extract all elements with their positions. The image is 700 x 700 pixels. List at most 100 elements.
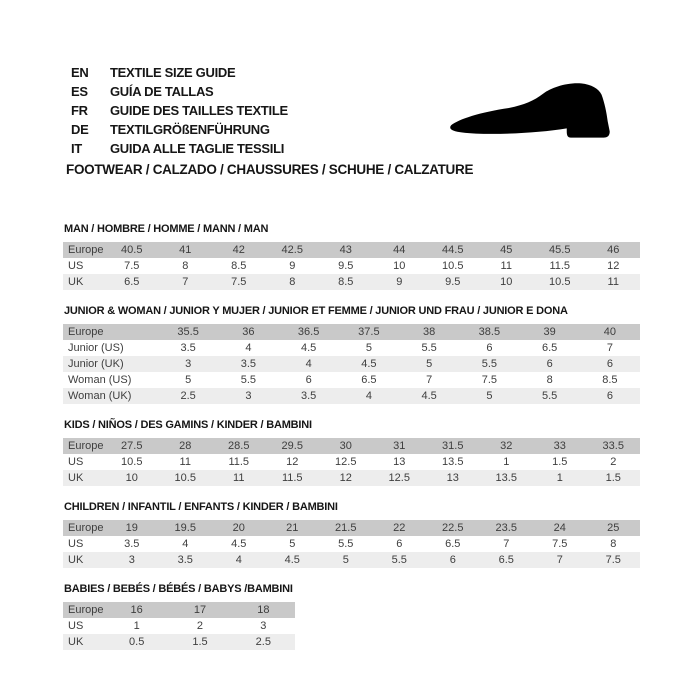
language-guide-row: ES GUÍA DE TALLAS <box>71 82 288 101</box>
size-value-cell: 39 <box>519 324 580 340</box>
size-value-cell: 11 <box>586 274 640 290</box>
size-table-babies: Europe 16 17 18 US 1 2 3 UK 0.5 1.5 2.5 <box>63 602 295 650</box>
size-value-cell: 6.5 <box>426 536 480 552</box>
row-label-cell: UK <box>63 470 105 486</box>
size-value-cell: 37.5 <box>338 324 399 340</box>
size-value-cell: 11.5 <box>533 258 587 274</box>
size-value-cell: 7 <box>479 536 533 552</box>
size-section-junior: JUNIOR & WOMAN / JUNIOR Y MUJER / JUNIOR… <box>63 305 645 404</box>
size-value-cell: 6 <box>426 552 480 568</box>
size-row-europe: Europe 40.5 41 42 42.5 43 44 44.5 45 45.5 46 <box>63 242 640 258</box>
size-value-cell: 11 <box>212 470 266 486</box>
size-value-cell: 3 <box>105 552 159 568</box>
size-row-uk: UK 3 3.5 4 4.5 5 5.5 6 6.5 7 7.5 <box>63 552 640 568</box>
row-label-cell: US <box>63 258 105 274</box>
size-value-cell: 13 <box>372 454 426 470</box>
size-row-woman-us: Woman (US) 5 5.5 6 6.5 7 7.5 8 8.5 <box>63 372 640 388</box>
language-code-label: FR <box>71 103 88 118</box>
size-row-woman-uk: Woman (UK) 2.5 3 3.5 4 4.5 5 5.5 6 <box>63 388 640 404</box>
language-guide-text: GUÍA DE TALLAS <box>110 84 214 99</box>
size-value-cell: 3.5 <box>158 552 212 568</box>
size-value-cell: 11 <box>479 258 533 274</box>
size-value-cell: 38 <box>399 324 460 340</box>
size-value-cell: 2 <box>586 454 640 470</box>
size-value-cell: 22.5 <box>426 520 480 536</box>
size-value-cell: 3.5 <box>158 340 219 356</box>
row-label-cell: Europe <box>63 324 158 340</box>
size-value-cell: 8 <box>265 274 319 290</box>
size-value-cell: 13 <box>426 470 480 486</box>
size-value-cell: 25 <box>586 520 640 536</box>
size-row-junior-uk: Junior (UK) 3 3.5 4 4.5 5 5.5 6 6 <box>63 356 640 372</box>
row-label-cell: UK <box>63 274 105 290</box>
category-heading: FOOTWEAR / CALZADO / CHAUSSURES / SCHUHE… <box>66 162 474 177</box>
size-section-title: CHILDREN / INFANTIL / ENFANTS / KINDER /… <box>64 501 338 513</box>
size-value-cell: 1 <box>479 454 533 470</box>
size-section-title: BABIES / BEBÉS / BÉBÉS / BABYS /BAMBINI <box>64 583 293 595</box>
size-value-cell: 31 <box>372 438 426 454</box>
size-value-cell: 3 <box>231 618 295 634</box>
language-guide-text: TEXTILGRÖßENFÜHRUNG <box>110 122 270 137</box>
size-value-cell: 30 <box>319 438 373 454</box>
size-row-uk: UK 0.5 1.5 2.5 <box>63 634 295 650</box>
row-label-cell: US <box>63 618 105 634</box>
size-value-cell: 0.5 <box>105 634 169 650</box>
language-guide-row: IT GUIDA ALLE TAGLIE TESSILI <box>71 139 288 158</box>
language-guide-text: GUIDA ALLE TAGLIE TESSILI <box>110 141 285 156</box>
size-value-cell: 9 <box>265 258 319 274</box>
size-value-cell: 44 <box>372 242 426 258</box>
language-guide-text: GUIDE DES TAILLES TEXTILE <box>110 103 288 118</box>
size-row-uk: UK 10 10.5 11 11.5 12 12.5 13 13.5 1 1.5 <box>63 470 640 486</box>
language-guide-row: EN TEXTILE SIZE GUIDE <box>71 63 288 82</box>
row-label-cell: Europe <box>63 438 105 454</box>
size-value-cell: 23.5 <box>479 520 533 536</box>
size-value-cell: 33.5 <box>586 438 640 454</box>
size-value-cell: 38.5 <box>459 324 520 340</box>
size-value-cell: 22 <box>372 520 426 536</box>
row-label-cell: UK <box>63 634 105 650</box>
size-value-cell: 28.5 <box>212 438 266 454</box>
size-value-cell: 6 <box>459 340 520 356</box>
size-value-cell: 5.5 <box>319 536 373 552</box>
size-section-children: CHILDREN / INFANTIL / ENFANTS / KINDER /… <box>63 501 645 568</box>
row-label-cell: Europe <box>63 520 105 536</box>
size-section-man: MAN / HOMBRE / HOMME / MANN / MAN Europe 4… <box>63 223 645 290</box>
size-value-cell: 8 <box>158 258 212 274</box>
language-guide-row: FR GUIDE DES TAILLES TEXTILE <box>71 101 288 120</box>
size-value-cell: 4.5 <box>399 388 460 404</box>
size-value-cell: 2 <box>168 618 232 634</box>
size-value-cell: 29.5 <box>265 438 319 454</box>
size-value-cell: 16 <box>105 602 169 618</box>
size-value-cell: 21 <box>265 520 319 536</box>
language-code-label: EN <box>71 65 89 80</box>
size-value-cell: 10.5 <box>105 454 159 470</box>
size-value-cell: 3.5 <box>105 536 159 552</box>
size-value-cell: 6 <box>519 356 580 372</box>
size-value-cell: 43 <box>319 242 373 258</box>
size-value-cell: 1 <box>533 470 587 486</box>
size-value-cell: 7 <box>399 372 460 388</box>
size-row-europe: Europe 19 19.5 20 21 21.5 22 22.5 23.5 24 25 <box>63 520 640 536</box>
size-value-cell: 12 <box>586 258 640 274</box>
shoe-silhouette-graphic <box>450 83 610 138</box>
size-value-cell: 6 <box>579 356 640 372</box>
language-code-label: DE <box>71 122 89 137</box>
size-value-cell: 5.5 <box>519 388 580 404</box>
size-value-cell: 45 <box>479 242 533 258</box>
size-value-cell: 4 <box>278 356 339 372</box>
size-value-cell: 44.5 <box>426 242 480 258</box>
size-value-cell: 36 <box>218 324 279 340</box>
size-value-cell: 4 <box>338 388 399 404</box>
size-tables: MAN / HOMBRE / HOMME / MANN / MAN Europe 4… <box>63 208 645 650</box>
size-value-cell: 12.5 <box>372 470 426 486</box>
size-value-cell: 5 <box>158 372 219 388</box>
size-table-junior: Europe 35.5 36 36.5 37.5 38 38.5 39 40 Junior (US… <box>63 324 640 404</box>
size-value-cell: 45.5 <box>533 242 587 258</box>
size-value-cell: 1.5 <box>586 470 640 486</box>
size-value-cell: 5 <box>265 536 319 552</box>
size-value-cell: 8 <box>586 536 640 552</box>
size-value-cell: 7.5 <box>105 258 159 274</box>
size-value-cell: 3 <box>218 388 279 404</box>
language-code-label: ES <box>71 84 88 99</box>
size-value-cell: 1.5 <box>533 454 587 470</box>
